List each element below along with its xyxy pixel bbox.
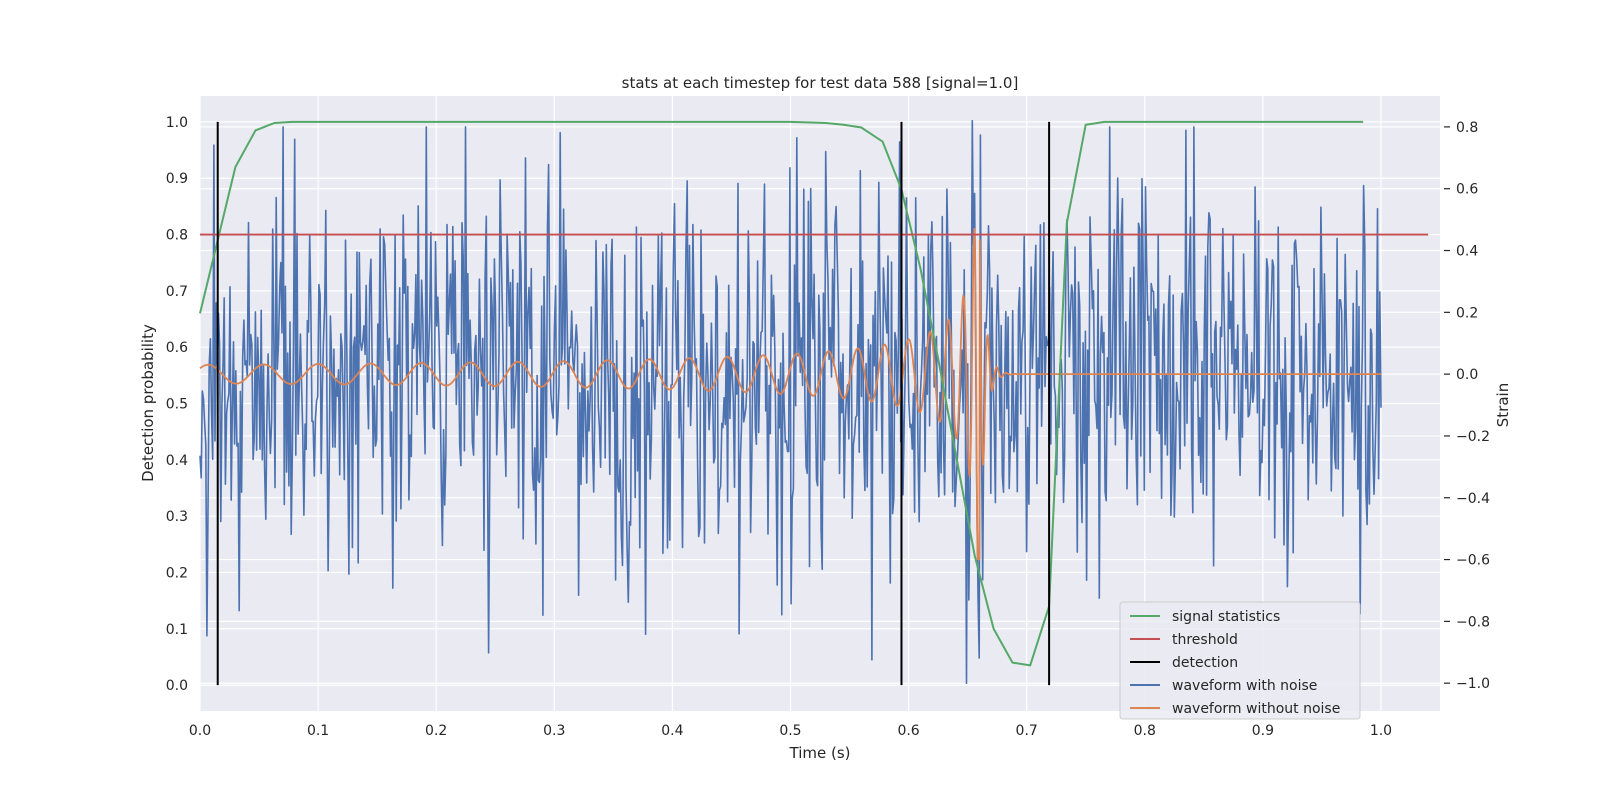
- x-axis-ticks: 0.0 0.1 0.2 0.3 0.4 0.5 0.6 0.7 0.8 0.9 1.0: [189, 723, 1392, 739]
- chart-title: stats at each timestep for test data 588…: [622, 74, 1019, 92]
- legend-label-signal: signal statistics: [1172, 609, 1280, 625]
- legend: signal statistics threshold detection wa…: [1119, 601, 1361, 720]
- left-y-tick-label: 0.5: [166, 397, 188, 413]
- left-y-tick-label: 0.6: [166, 340, 188, 356]
- series-signal-statistics: [199, 120, 1364, 667]
- legend-label-noisy: waveform with noise: [1172, 678, 1317, 694]
- right-y-tick-label: 0.4: [1456, 244, 1478, 260]
- x-tick-label: 0.3: [543, 723, 565, 739]
- left-y-tick-label: 0.9: [166, 171, 188, 187]
- legend-box: [1119, 601, 1361, 720]
- right-y-tick-label: 0.6: [1456, 182, 1478, 198]
- x-tick-label: 0.1: [307, 723, 329, 739]
- x-tick-label: 0.8: [1134, 723, 1156, 739]
- right-y-tick-label: −0.2: [1456, 429, 1490, 445]
- left-y-tick-label: 0.0: [166, 678, 188, 694]
- series-waveform-without-noise: [199, 227, 1381, 561]
- right-y-tick-label: 0.0: [1456, 367, 1478, 383]
- x-tick-label: 0.7: [1016, 723, 1038, 739]
- series-waveform-with-noise: [199, 119, 1382, 685]
- left-y-tick-label: 0.3: [166, 509, 188, 525]
- series-detection: [216, 121, 1051, 686]
- x-axis-label: Time (s): [789, 744, 851, 762]
- left-y-tick-label: 0.4: [166, 453, 188, 469]
- x-tick-label: 0.2: [425, 723, 447, 739]
- x-tick-label: 0.9: [1252, 723, 1274, 739]
- right-y-tick-label: 0.8: [1456, 120, 1478, 136]
- x-tick-label: 0.5: [779, 723, 801, 739]
- legend-label-threshold: threshold: [1172, 632, 1238, 648]
- left-y-tick-label: 0.7: [166, 284, 188, 300]
- right-y-tick-label: 0.2: [1456, 305, 1478, 321]
- signal-statistics-line: [199, 120, 1364, 667]
- left-y-tick-label: 0.8: [166, 228, 188, 244]
- left-y-axis-label: Detection probability: [139, 324, 157, 482]
- right-y-tick-label: −0.4: [1456, 491, 1490, 507]
- x-tick-label: 1.0: [1370, 723, 1392, 739]
- x-tick-label: 0.4: [661, 723, 683, 739]
- legend-label-detection: detection: [1172, 655, 1238, 671]
- right-y-tick-label: −1.0: [1456, 676, 1490, 692]
- x-tick-label: 0.6: [897, 723, 919, 739]
- clean-waveform-line: [199, 227, 1381, 561]
- right-y-axis-ticks: −1.0 −0.8 −0.6 −0.4 −0.2 0.0 0.2 0.4 0.6 0.8: [1444, 120, 1490, 692]
- right-y-tick-label: −0.6: [1456, 553, 1490, 569]
- legend-label-clean: waveform without noise: [1172, 701, 1340, 717]
- right-y-tick-label: −0.8: [1456, 614, 1490, 630]
- left-y-axis-ticks: 0.0 0.1 0.2 0.3 0.4 0.5 0.6 0.7 0.8 0.9 1.0: [166, 115, 188, 694]
- right-y-axis-label: Strain: [1494, 383, 1512, 427]
- x-tick-label: 0.0: [189, 723, 211, 739]
- left-y-tick-label: 0.1: [166, 622, 188, 638]
- noisy-waveform-line: [199, 119, 1382, 685]
- left-y-tick-label: 0.2: [166, 565, 188, 581]
- left-y-tick-label: 1.0: [166, 115, 188, 131]
